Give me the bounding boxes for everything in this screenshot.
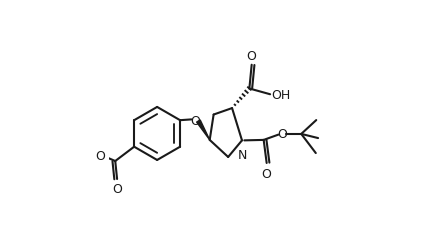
Text: N: N xyxy=(238,148,247,161)
Text: O: O xyxy=(112,183,122,196)
Text: O: O xyxy=(262,167,271,180)
Polygon shape xyxy=(197,120,210,140)
Text: O: O xyxy=(190,114,200,127)
Text: O: O xyxy=(277,128,287,141)
Text: OH: OH xyxy=(271,88,290,101)
Text: O: O xyxy=(247,49,257,62)
Text: O: O xyxy=(95,149,105,162)
